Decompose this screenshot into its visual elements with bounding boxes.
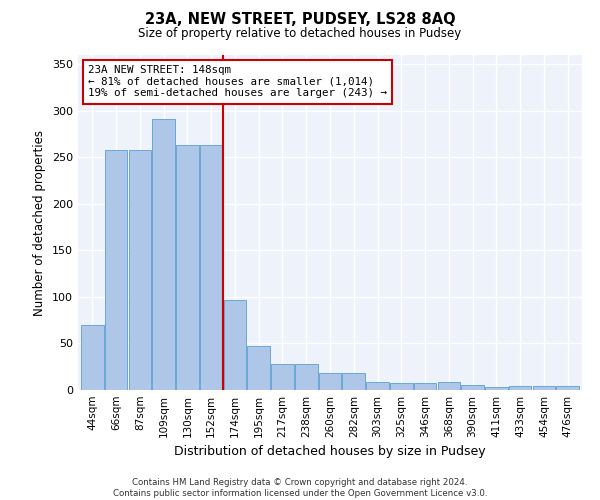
Bar xyxy=(485,387,508,390)
Y-axis label: Number of detached properties: Number of detached properties xyxy=(34,130,46,316)
Text: 23A, NEW STREET, PUDSEY, LS28 8AQ: 23A, NEW STREET, PUDSEY, LS28 8AQ xyxy=(145,12,455,28)
Bar xyxy=(200,146,223,390)
Bar xyxy=(343,373,365,390)
Bar xyxy=(390,384,413,390)
Bar xyxy=(556,386,579,390)
Bar xyxy=(247,346,270,390)
Bar xyxy=(128,150,151,390)
Bar xyxy=(509,386,532,390)
Bar xyxy=(152,119,175,390)
Bar xyxy=(319,373,341,390)
Bar xyxy=(176,146,199,390)
Text: Size of property relative to detached houses in Pudsey: Size of property relative to detached ho… xyxy=(139,28,461,40)
Bar xyxy=(533,386,555,390)
Bar xyxy=(81,325,104,390)
Bar xyxy=(366,382,389,390)
X-axis label: Distribution of detached houses by size in Pudsey: Distribution of detached houses by size … xyxy=(174,446,486,458)
Text: 23A NEW STREET: 148sqm
← 81% of detached houses are smaller (1,014)
19% of semi-: 23A NEW STREET: 148sqm ← 81% of detached… xyxy=(88,65,387,98)
Bar xyxy=(224,300,246,390)
Bar xyxy=(105,150,127,390)
Text: Contains HM Land Registry data © Crown copyright and database right 2024.
Contai: Contains HM Land Registry data © Crown c… xyxy=(113,478,487,498)
Bar xyxy=(437,382,460,390)
Bar xyxy=(414,384,436,390)
Bar xyxy=(271,364,294,390)
Bar xyxy=(461,386,484,390)
Bar xyxy=(295,364,317,390)
